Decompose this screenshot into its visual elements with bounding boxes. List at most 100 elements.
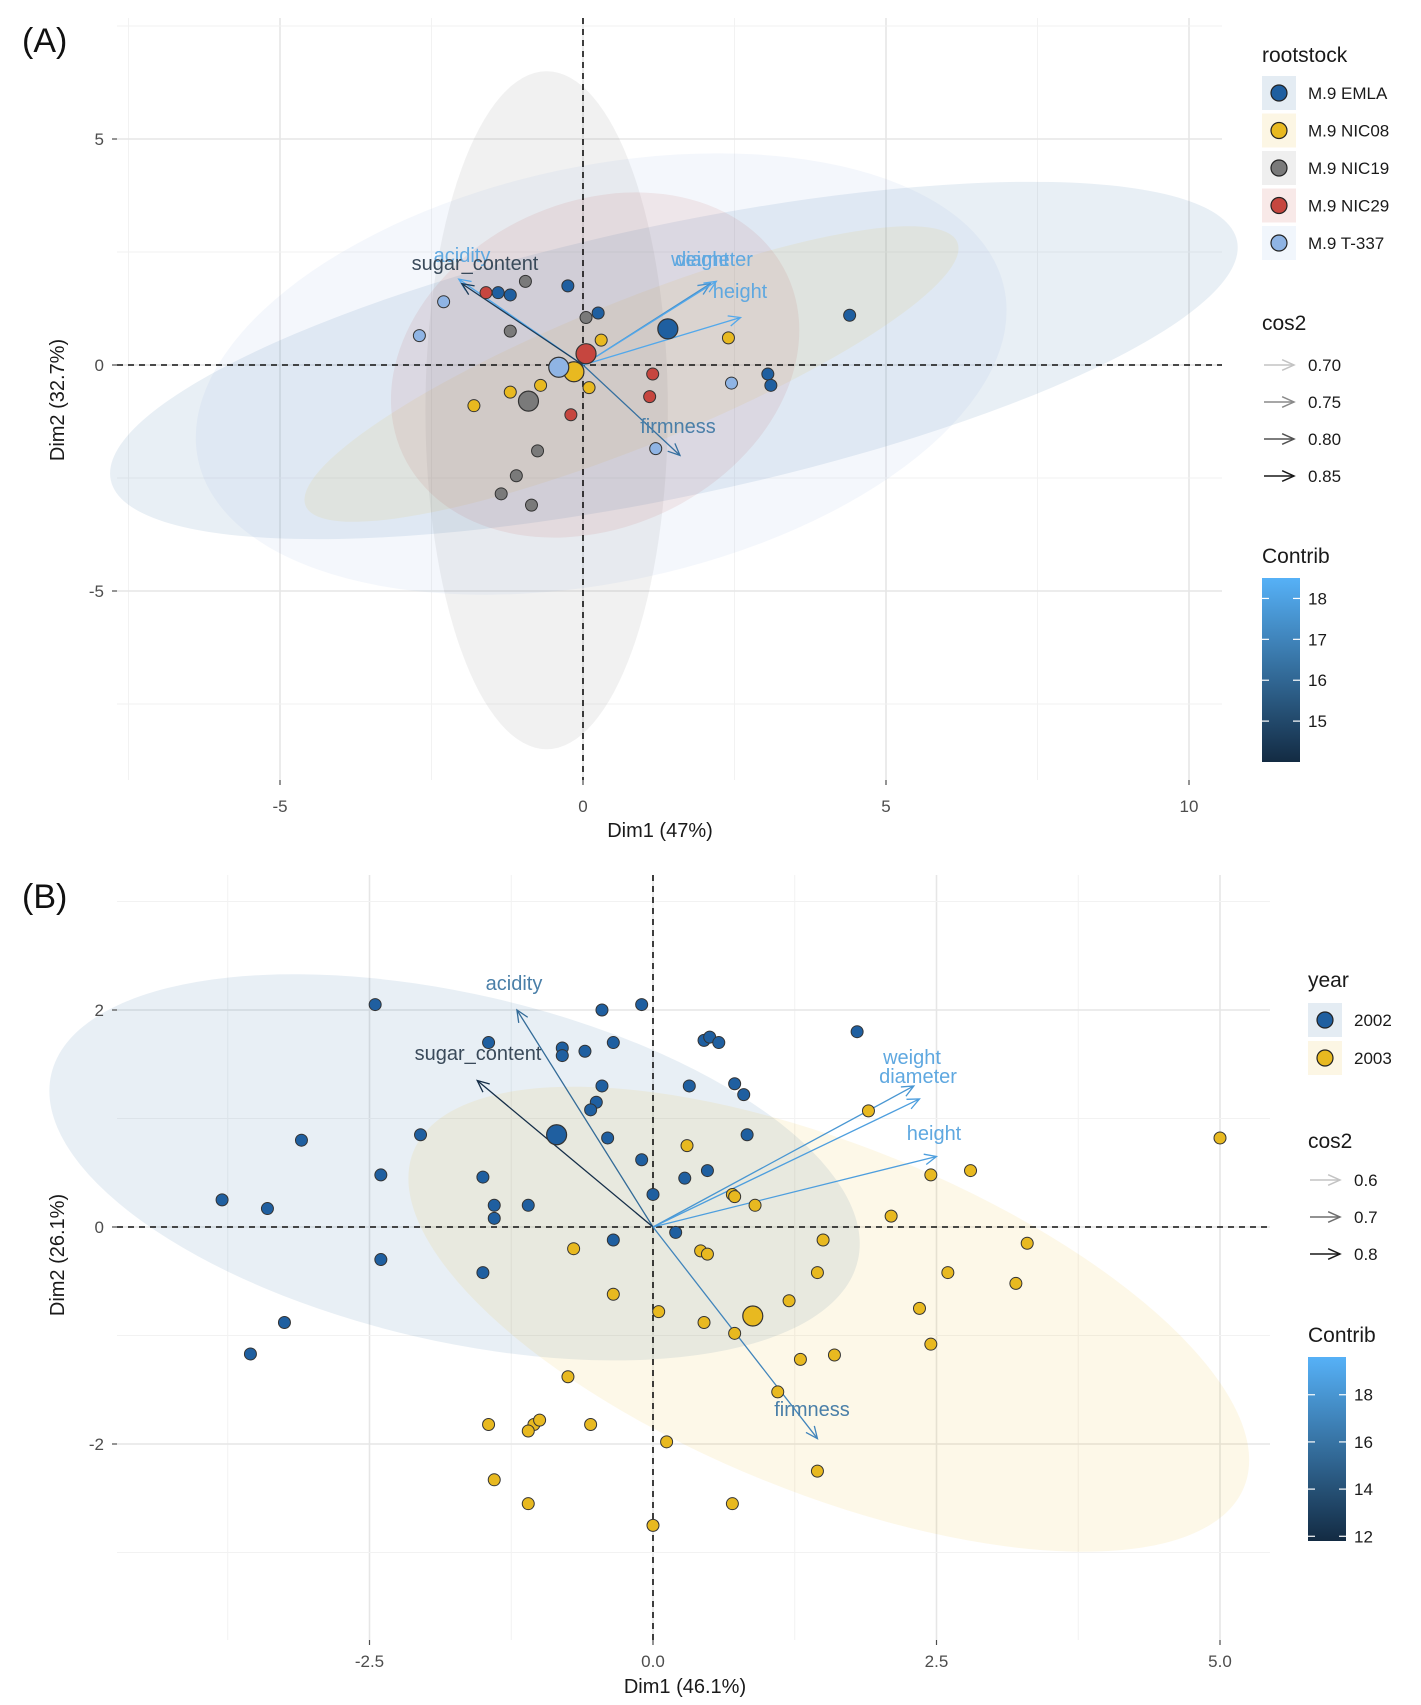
panel-a-cos2-key-head	[1281, 359, 1296, 371]
panel-a-data-point	[494, 487, 508, 501]
panel-b-reference-lines	[117, 875, 1270, 1640]
panel-b-data-point	[368, 998, 382, 1012]
panel-a-legend-label: M.9 NIC29	[1308, 197, 1389, 216]
panel-a-cos2-label: 0.85	[1308, 467, 1341, 486]
panel-a-legend-label: M.9 NIC19	[1308, 159, 1389, 178]
panel-b-data-point	[606, 1036, 620, 1050]
panel-b-data-point	[728, 1077, 742, 1091]
panel-b-data-point	[697, 1315, 711, 1329]
panel-a-y-tick-label: 5	[95, 130, 104, 149]
panel-a-cos2-key-head	[1281, 470, 1296, 482]
panel-a-data-point	[534, 378, 548, 392]
panel-a-arrowhead-height	[727, 315, 743, 327]
panel-b-variable-label-weight: weight	[882, 1047, 941, 1069]
panel-a-confidence-ellipse	[195, 153, 1007, 595]
panel-b-y-tick-label: -2	[89, 1435, 104, 1454]
panel-b-data-point	[682, 1079, 696, 1093]
panel-b-data-point	[964, 1164, 978, 1178]
panel-a-confidence-ellipse	[425, 71, 668, 750]
panel-b-data-point	[1009, 1276, 1023, 1290]
panel-a-data-point	[591, 306, 605, 320]
panel-b-data-point	[414, 1128, 428, 1142]
panel-b-data-point	[816, 1233, 830, 1247]
panel-b-data-point	[521, 1198, 535, 1212]
panel-a-data-point	[467, 399, 481, 413]
panel-b-group-centroid	[546, 1124, 568, 1146]
panel-b-data-point	[595, 1003, 609, 1017]
panel-b-legend-label: 2003	[1354, 1049, 1392, 1068]
panel-a-contrib-colorbar	[1262, 578, 1300, 762]
panel-b-data-point	[782, 1294, 796, 1308]
panel-a-cos2-title: cos2	[1262, 312, 1306, 335]
panel-b-x-axis-title: Dim1 (46.1%)	[624, 1676, 746, 1698]
panel-b-data-point	[521, 1424, 535, 1438]
panel-a-x-axis-title: Dim1 (47%)	[607, 820, 713, 842]
panel-a-contrib-tick-label: 15	[1308, 712, 1327, 731]
panel-b-x-tick-label: 2.5	[925, 1652, 949, 1671]
panel-a-data-point	[649, 442, 663, 456]
panel-a-y-tick-label: 0	[95, 356, 104, 375]
panel-b-data-point	[652, 1305, 666, 1319]
panel-b-data-point	[521, 1497, 535, 1511]
panel-a-arrow-firmness	[582, 364, 681, 456]
panel-b-data-point	[748, 1198, 762, 1212]
panel-b-data-point	[578, 1044, 592, 1058]
panel-b-arrowhead-weight	[900, 1085, 916, 1097]
panel-a-grid	[117, 18, 1222, 780]
panel-b-variable-arrows	[476, 1008, 939, 1440]
panel-b-data-point	[584, 1103, 598, 1117]
panel-b-contrib-ticks: 18 16 14 12	[1308, 1386, 1373, 1546]
panel-b-points	[215, 998, 1227, 1532]
panel-a-cos2-key-head	[1281, 396, 1296, 408]
panel-a-data-point	[643, 390, 657, 404]
panel-b-cos2-key-head	[1327, 1211, 1342, 1223]
panel-b-cos2-title: cos2	[1308, 1130, 1352, 1153]
panel-b-data-point	[646, 1187, 660, 1201]
panel-b-data-point	[850, 1025, 864, 1039]
panel-b-ticks: -2.5 0.0 2.5 5.0 -2 0 2	[89, 1001, 1232, 1671]
panel-b-x-tick-label: -2.5	[355, 1652, 384, 1671]
panel-b-data-point	[827, 1348, 841, 1362]
panel-b-data-point	[374, 1253, 388, 1267]
panel-b-data-point	[555, 1049, 569, 1063]
panel-b-x-tick-label: 0.0	[641, 1652, 665, 1671]
panel-b-data-point	[635, 998, 649, 1012]
panel-a-cos2-label: 0.75	[1308, 393, 1341, 412]
panel-a-data-point	[764, 378, 778, 392]
panel-b-data-point	[712, 1036, 726, 1050]
panel-a-cos2-items: 0.70 0.75 0.80 0.85	[1264, 356, 1341, 486]
panel-a-variable-label-firmness: firmness	[640, 416, 716, 438]
panel-a-cos2-key-head	[1281, 433, 1296, 445]
panel-a-data-point	[503, 324, 517, 338]
panel-b-data-point	[884, 1209, 898, 1223]
panel-b-data-point	[476, 1170, 490, 1184]
panel-b-cos2-key-head	[1327, 1248, 1342, 1260]
panel-b-data-point	[646, 1518, 660, 1532]
panel-b-grid	[117, 875, 1270, 1640]
panel-b-data-point	[294, 1133, 308, 1147]
panel-b-data-point	[660, 1435, 674, 1449]
panel-b-data-point	[1020, 1236, 1034, 1250]
panel-a-legend-key	[1270, 196, 1288, 215]
panel-a-legend-title: rootstock	[1262, 44, 1348, 67]
panel-a-confidence-ellipse	[110, 181, 1238, 540]
panel-a-data-point	[761, 367, 775, 381]
panel-b-variable-label-firmness: firmness	[774, 1399, 850, 1421]
panel-a-legend-label: M.9 T-337	[1308, 234, 1384, 253]
panel-b-legend-key	[1316, 1011, 1334, 1029]
panel-b-data-point	[476, 1266, 490, 1280]
panel-b-arrowhead-diameter	[906, 1098, 921, 1110]
panel-b-cos2-items: 0.6 0.7 0.8	[1310, 1171, 1378, 1264]
panel-b-data-point	[482, 1036, 496, 1050]
panel-b-data-point	[680, 1139, 694, 1153]
panel-b-data-point	[912, 1301, 926, 1315]
panel-b-data-point	[1213, 1131, 1227, 1145]
panel-b-data-point	[487, 1473, 501, 1487]
panel-b-contrib-tick-label: 14	[1354, 1480, 1373, 1499]
panel-a-arrowhead-weight	[697, 282, 712, 295]
panel-a-data-point	[437, 295, 451, 309]
panel-b-data-point	[771, 1385, 785, 1399]
panel-a-group-centroid	[657, 318, 679, 340]
